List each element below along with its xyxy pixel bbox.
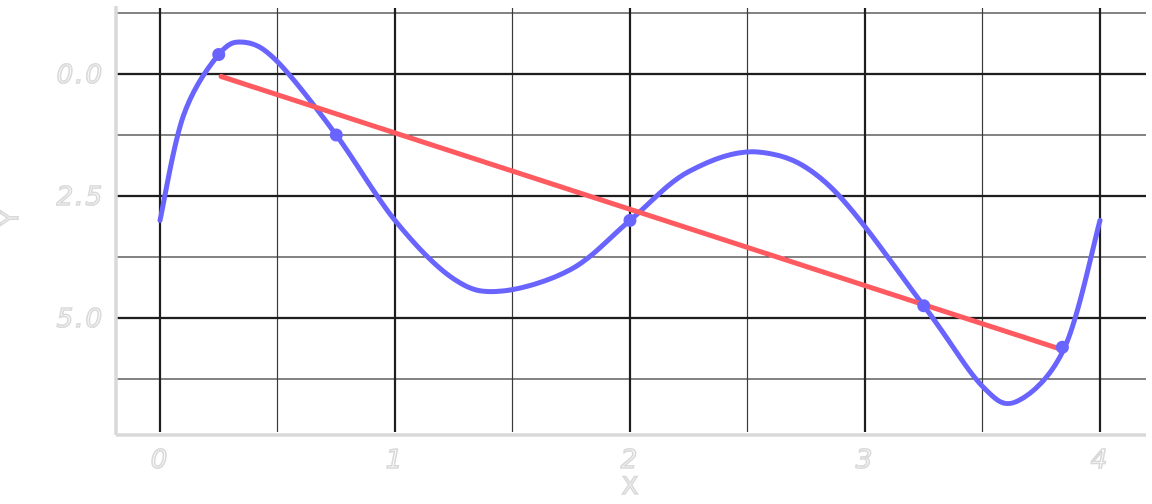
x-tick-label: 1 [386,445,405,475]
x-tick-label: 3 [856,445,875,475]
x-tick-label: 4 [1091,445,1110,475]
x-tick-labels: 0 1 2 3 4 [150,444,1110,476]
y-tick-label: 2.5 [57,182,104,212]
data-point [329,128,343,142]
data-point [917,299,931,313]
y-axis-title: Y [0,210,24,226]
curve-series-line [157,39,1103,407]
trend-series-line [218,73,1065,353]
data-point [1055,340,1069,354]
y-tick-labels: 0.0 2.5 5.0 [56,59,104,335]
y-tick-label: 5.0 [57,304,104,334]
data-point [623,213,637,227]
markers-layer [212,47,1069,354]
axes [114,6,1146,437]
x-tick-label: 0 [151,445,170,475]
x-tick-label: 2 [621,445,640,475]
data-point [212,47,226,61]
y-tick-label: 0.0 [57,60,104,90]
x-axis-title: X [622,472,638,500]
